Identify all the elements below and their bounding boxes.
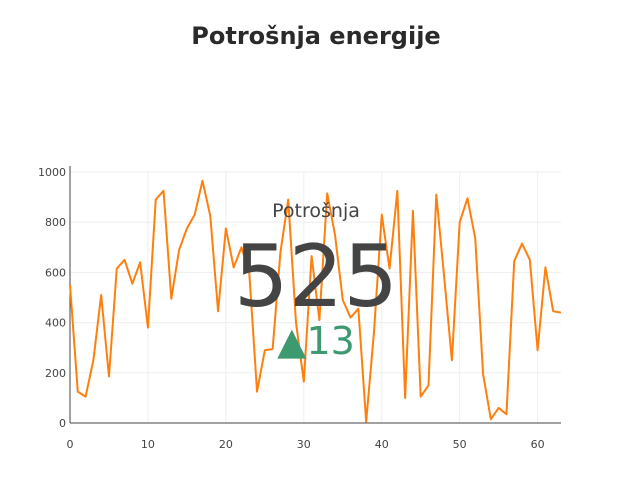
axes: 0 200 400 600 800 1000 0 10 20 30 40 50 60 — [38, 166, 561, 451]
delta-value: 13 — [306, 319, 355, 363]
x-tick-label: 0 — [67, 438, 74, 451]
y-tick-label: 800 — [45, 216, 66, 229]
y-tick-label: 200 — [45, 367, 66, 380]
x-tick-label: 60 — [531, 438, 545, 451]
indicator-value: 525 — [233, 227, 399, 327]
y-tick-label: 1000 — [38, 166, 66, 179]
chart-title: Potrošnja energije — [191, 22, 441, 50]
y-tick-label: 400 — [45, 317, 66, 330]
x-tick-label: 50 — [453, 438, 467, 451]
series-layer — [69, 179, 562, 423]
x-tick-label: 10 — [141, 438, 155, 451]
delta-up-icon: ▲ — [277, 319, 307, 363]
series-line — [69, 179, 562, 423]
indicator-title: Potrošnja — [272, 200, 360, 222]
x-tick-label: 40 — [375, 438, 389, 451]
y-tick-label: 0 — [59, 417, 66, 430]
x-tick-label: 30 — [297, 438, 311, 451]
indicator-delta: ▲13 — [216, 322, 416, 360]
y-tick-label: 600 — [45, 266, 66, 279]
x-tick-label: 20 — [219, 438, 233, 451]
